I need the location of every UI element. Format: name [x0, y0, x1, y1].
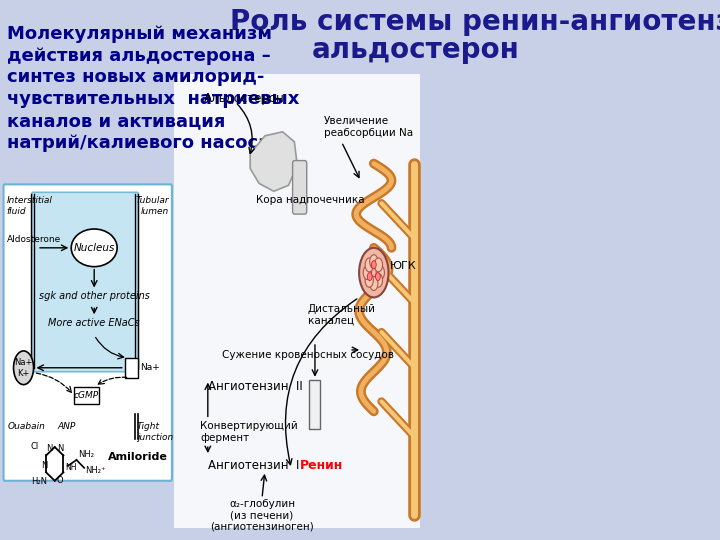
Text: ЮГК: ЮГК: [390, 261, 417, 271]
Text: Na+: Na+: [140, 363, 160, 372]
Circle shape: [365, 258, 374, 272]
Text: H₂N: H₂N: [32, 477, 48, 486]
Text: Кора надпочечника: Кора надпочечника: [256, 195, 365, 205]
Circle shape: [374, 258, 382, 272]
Circle shape: [365, 273, 374, 287]
Circle shape: [374, 273, 382, 287]
Text: sgk and other proteins: sgk and other proteins: [39, 292, 150, 301]
Text: N: N: [42, 461, 48, 470]
Circle shape: [363, 266, 372, 280]
Text: ANP: ANP: [58, 422, 76, 431]
Circle shape: [376, 266, 384, 280]
Bar: [125, 358, 138, 377]
Polygon shape: [309, 380, 320, 429]
Text: cGMP: cGMP: [74, 391, 99, 400]
Text: Сужение кровеносных сосудов: Сужение кровеносных сосудов: [222, 350, 394, 360]
Circle shape: [376, 273, 380, 281]
Text: N: N: [46, 443, 53, 453]
Text: синтез новых амилорид-: синтез новых амилорид-: [7, 69, 264, 86]
Circle shape: [14, 351, 34, 384]
Text: Роль системы ренин-ангиотензин-: Роль системы ренин-ангиотензин-: [230, 8, 720, 36]
Text: K+: K+: [17, 369, 30, 378]
FancyBboxPatch shape: [32, 192, 138, 372]
Circle shape: [369, 255, 378, 268]
Text: Nucleus: Nucleus: [73, 243, 115, 253]
Text: Aldosterone: Aldosterone: [7, 235, 61, 244]
Circle shape: [367, 273, 372, 281]
Circle shape: [372, 261, 376, 268]
Text: O: O: [56, 476, 63, 485]
Text: Ангиотензин  I: Ангиотензин I: [208, 459, 300, 472]
Text: Молекулярный механизм: Молекулярный механизм: [7, 25, 272, 43]
Bar: [74, 387, 99, 404]
Text: NH₂: NH₂: [78, 449, 94, 458]
Text: Альдостерон: Альдостерон: [204, 92, 285, 105]
Text: Дистальный
каналец: Дистальный каналец: [308, 305, 376, 326]
FancyBboxPatch shape: [4, 184, 172, 481]
Text: Cl: Cl: [30, 442, 38, 450]
Circle shape: [359, 248, 389, 298]
FancyBboxPatch shape: [292, 160, 307, 214]
Text: NH: NH: [66, 463, 77, 472]
Text: Amiloride: Amiloride: [108, 452, 168, 462]
Text: N: N: [57, 443, 63, 453]
Text: Ouabain: Ouabain: [7, 422, 45, 431]
Bar: [174, 75, 420, 528]
Text: действия альдостерона –: действия альдостерона –: [7, 46, 271, 65]
Text: Увеличение
реабсорбции Na: Увеличение реабсорбции Na: [324, 116, 413, 138]
Text: каналов и активация: каналов и активация: [7, 112, 225, 130]
Polygon shape: [251, 132, 297, 191]
Text: Конвертирующий
фермент: Конвертирующий фермент: [200, 421, 298, 443]
Text: Tight
junction: Tight junction: [137, 422, 173, 442]
Text: α₂-глобулин
(из печени)
(ангиотензиноген): α₂-глобулин (из печени) (ангиотензиноген…: [210, 498, 314, 532]
Text: Na+: Na+: [14, 359, 32, 367]
Text: Ангиотензин  II: Ангиотензин II: [208, 380, 302, 393]
Text: альдостерон: альдостерон: [312, 36, 520, 64]
Text: Tubular
lumen: Tubular lumen: [135, 196, 169, 215]
Text: Interstitial
fluid: Interstitial fluid: [6, 196, 53, 215]
Text: NH₂⁺: NH₂⁺: [86, 467, 106, 475]
Ellipse shape: [71, 229, 117, 267]
Text: More active ENaCs: More active ENaCs: [48, 318, 140, 328]
Text: Ренин: Ренин: [300, 459, 343, 472]
Circle shape: [369, 276, 378, 291]
Text: натрий/калиевого насоса: натрий/калиевого насоса: [7, 134, 270, 152]
Text: чувствительных  натриевых: чувствительных натриевых: [7, 90, 300, 108]
